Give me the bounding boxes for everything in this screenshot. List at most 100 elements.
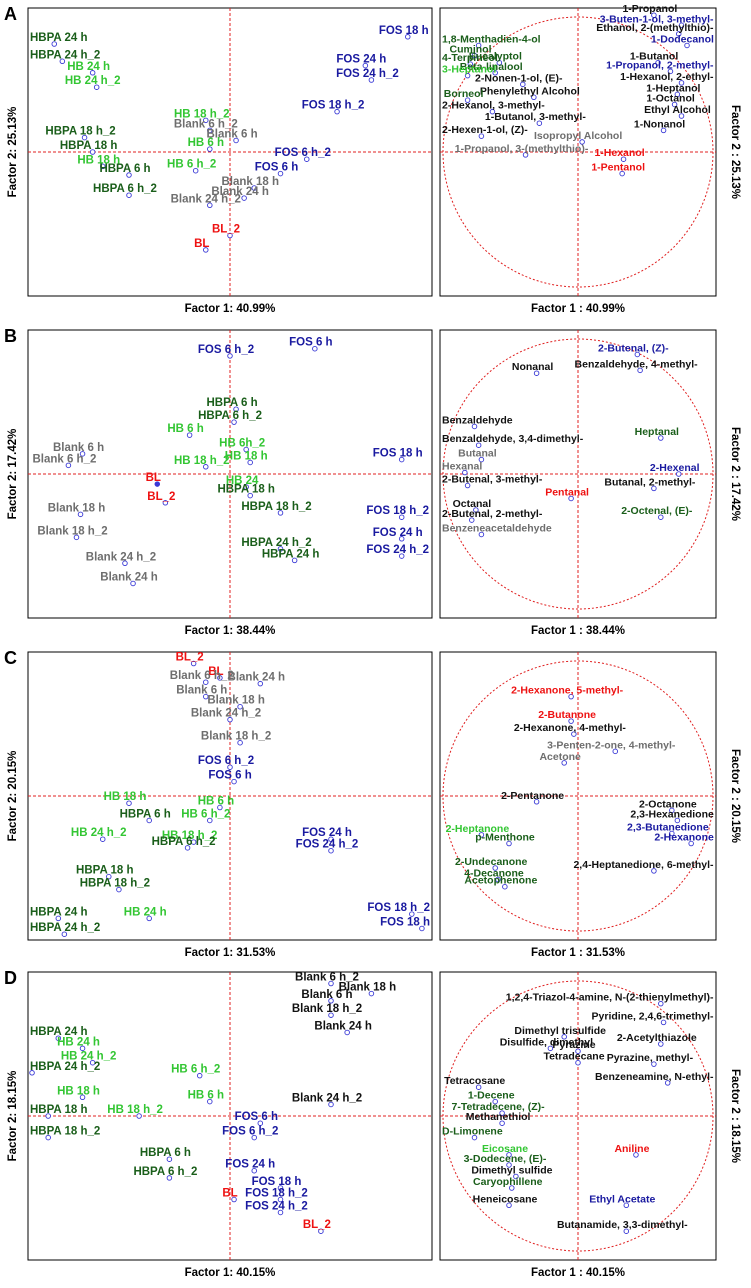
b-loadings-point-marker bbox=[464, 482, 471, 489]
a-scores-point-label: HBPA 6 h_2 bbox=[93, 183, 157, 195]
a-loadings-point-label: 1-Nonanol bbox=[634, 118, 685, 130]
b-scores-point-marker bbox=[243, 446, 249, 453]
b-scores-point-label: HB 24 bbox=[226, 475, 259, 487]
b-loadings-point-label: Benzaldehyde bbox=[442, 414, 513, 426]
c-loadings-point-label: 2,3-Butanedione bbox=[627, 821, 709, 833]
d-loadings-point-marker bbox=[506, 1152, 512, 1158]
b-scores-point-label: Blank 6 h bbox=[53, 442, 104, 454]
c-loadings-point-label: Acetophenone bbox=[464, 875, 537, 887]
d-scores-point-label: Blank 18 h bbox=[339, 982, 397, 994]
a-scores-point-marker bbox=[233, 137, 239, 144]
c-scores-point-marker bbox=[328, 847, 334, 854]
d-loadings-point-label: Benzeneamine, N-ethyl- bbox=[595, 1071, 714, 1083]
a-scores-point-marker bbox=[207, 146, 213, 152]
c-loadings-point-marker bbox=[669, 807, 675, 814]
c-loadings-point-marker bbox=[669, 830, 675, 837]
c-scores-point-label: BL_2 bbox=[176, 652, 204, 664]
d-scores-point-label: HB 24 h_2 bbox=[61, 1051, 117, 1063]
d-scores-point-marker bbox=[277, 1196, 284, 1203]
d-scores-point-marker bbox=[328, 980, 334, 987]
a-scores-point-marker bbox=[51, 41, 58, 47]
panel-letter-c: C bbox=[4, 648, 17, 668]
a-scores-point-label: HBPA 24 h_2 bbox=[30, 49, 100, 61]
c-loadings-point-label: Acetone bbox=[539, 751, 581, 763]
d-scores-point-marker bbox=[89, 1059, 96, 1066]
d-scores-point-marker bbox=[79, 1094, 86, 1101]
b-scores-point-marker bbox=[243, 484, 249, 490]
a-loadings-point-label: 1-Propanol bbox=[622, 3, 677, 15]
a-scores-point-label: Blank 18 h bbox=[221, 176, 279, 188]
c-scores-point-marker bbox=[190, 660, 197, 667]
d-scores-point-marker bbox=[251, 1167, 257, 1174]
c-scores-point-label: HBPA 6 h bbox=[120, 808, 171, 820]
a-loadings-point-marker bbox=[520, 81, 526, 88]
d-scores-point-marker bbox=[166, 1175, 173, 1181]
a-loadings-point-label: 3-Heptanol bbox=[442, 64, 496, 76]
b-loadings-point-marker bbox=[568, 495, 574, 502]
b-scores-point-marker bbox=[231, 419, 237, 425]
b-scores-point-label: HBPA 6 h_2 bbox=[198, 410, 262, 422]
a-scores-point-label: BL bbox=[194, 238, 209, 250]
a-loadings-point-label: 1-Dodecanol bbox=[651, 33, 714, 45]
d-scores-point-label: HB 18 h_2 bbox=[107, 1104, 163, 1116]
b-loadings-point-label: Octanal bbox=[453, 498, 492, 510]
a-loadings-point-label: 3-Buten-1-ol, 3-methyl- bbox=[600, 13, 714, 25]
d-loadings-point-label: Dimethyl trisulfide bbox=[514, 1025, 606, 1037]
d-loadings-point-marker bbox=[623, 1202, 630, 1209]
c-loadings-point-label: 2-Heptanone bbox=[446, 823, 510, 835]
d-loadings-point-marker bbox=[658, 1041, 664, 1047]
b-scores-point-label: FOS 6 h_2 bbox=[198, 344, 254, 356]
c-scores-point-label: FOS 18 h bbox=[380, 916, 430, 928]
c-scores-point-marker bbox=[116, 886, 122, 893]
a-loadings-point-marker bbox=[619, 170, 625, 177]
a-loadings-point-label: 1-Octanol bbox=[646, 92, 695, 104]
b-loadings-point-label: Benzeneacetaldehyde bbox=[442, 522, 552, 534]
b-scores-point-marker bbox=[130, 580, 136, 587]
b-loadings-point-marker bbox=[468, 517, 475, 523]
d-scores-point-marker bbox=[368, 990, 375, 997]
a-scores-point-marker bbox=[89, 149, 96, 155]
c-scores-point-label: Blank 6 h bbox=[176, 685, 227, 697]
a-loadings-point-marker bbox=[531, 94, 537, 101]
a-scores-point-marker bbox=[192, 167, 199, 174]
a-loadings-point-label: Ethyl Alcohol bbox=[644, 104, 711, 116]
c-scores-point-marker bbox=[207, 817, 213, 824]
a-scores-point-marker bbox=[81, 134, 88, 141]
c-scores-point-marker bbox=[231, 778, 237, 785]
b-scores-point-label: FOS 24 h_2 bbox=[366, 544, 429, 556]
d-loadings-point-marker bbox=[575, 1048, 581, 1054]
d-loadings-point-marker bbox=[660, 1019, 667, 1026]
c-loadings-point-marker bbox=[495, 876, 501, 883]
b-scores-x-axis-label: Factor 1: 38.44% bbox=[185, 625, 276, 637]
a-loadings-point-marker bbox=[684, 42, 690, 49]
b-loadings-point-label: Benzaldehyde, 3,4-dimethyl- bbox=[442, 433, 584, 445]
a-loadings-point-marker bbox=[471, 52, 478, 59]
b-scores-point-label: Blank 18 h_2 bbox=[37, 525, 107, 537]
b-scores-point-label: HB 18 h_2 bbox=[174, 455, 230, 467]
a-scores-point-label: FOS 18 h_2 bbox=[302, 100, 365, 112]
b-loadings-point-label: 2-Butenal, (Z)- bbox=[598, 342, 669, 354]
b-loadings-point-label: Butanal, 2-methyl- bbox=[604, 476, 696, 488]
a-scores-point-label: HBPA 6 h bbox=[99, 163, 150, 175]
b-scores-point-label: HBPA 24 h_2 bbox=[241, 537, 311, 549]
a-loadings-point-marker bbox=[496, 59, 503, 66]
a-loadings-point-marker bbox=[651, 12, 657, 18]
d-scores-point-marker bbox=[231, 1196, 237, 1203]
a-loadings-point-marker bbox=[489, 108, 496, 115]
a-scores-point-label: FOS 6 h_2 bbox=[275, 147, 331, 159]
b-scores-point-marker bbox=[247, 492, 253, 499]
b-scores-point-marker bbox=[162, 500, 169, 506]
d-loadings-point-label: Pyrazine, methyl- bbox=[607, 1052, 694, 1064]
b-scores-point-marker bbox=[233, 406, 239, 412]
d-loadings-point-marker bbox=[658, 1000, 664, 1007]
b-scores-point-marker bbox=[73, 534, 80, 541]
a-scores-point-label: Blank 24 h bbox=[211, 186, 269, 198]
d-loadings-point-label: Butanamide, 3,3-dimethyl- bbox=[557, 1219, 688, 1231]
d-loadings-point-label: Dimethyl sulfide bbox=[471, 1164, 552, 1176]
b-loadings-point-label: 2-Butenal, 3-methyl- bbox=[442, 474, 543, 486]
a-scores-point-marker bbox=[207, 127, 213, 134]
d-loadings-point-label: Methanethiol bbox=[466, 1111, 531, 1123]
d-loadings-point-label: Caryophillene bbox=[473, 1176, 543, 1188]
c-scores-point-label: HBPA 6 h_2 bbox=[152, 836, 216, 848]
